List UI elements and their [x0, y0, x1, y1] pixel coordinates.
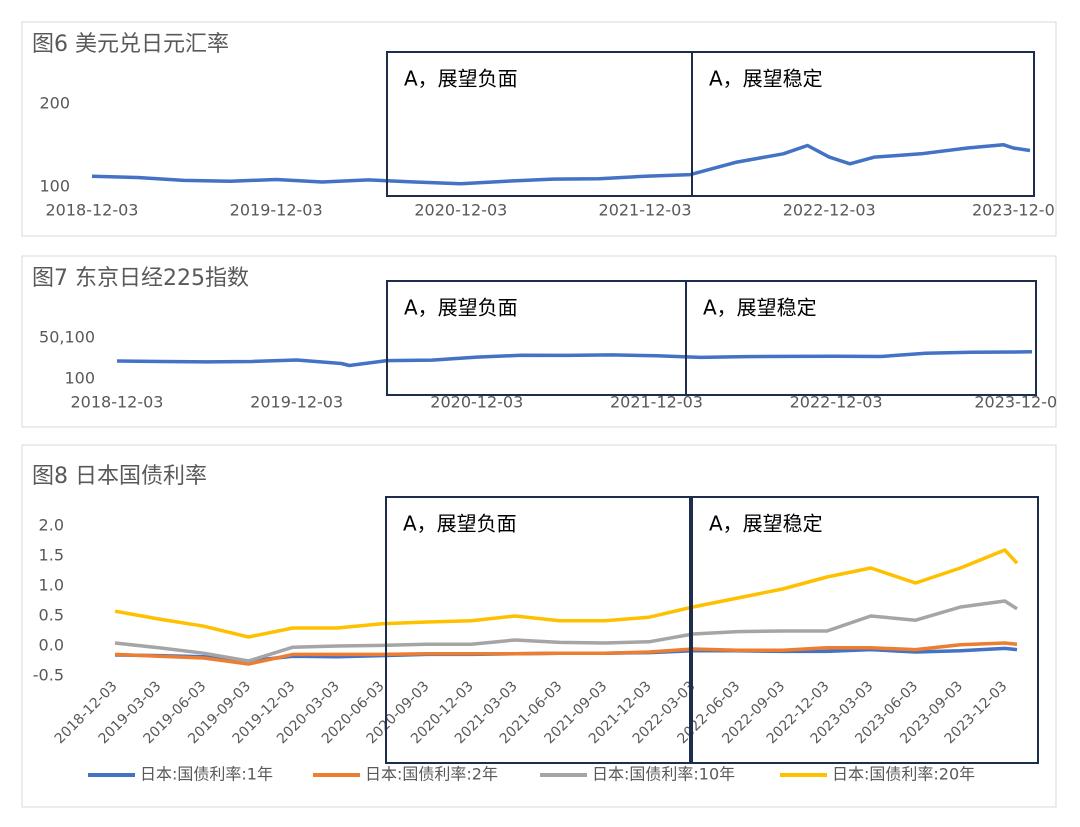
x-tick-label: 2019-12-03: [230, 201, 323, 220]
annotation: A，展望负面: [404, 296, 518, 320]
annotation-box: [685, 280, 1037, 396]
x-tick-label: 2020-12-03: [430, 393, 523, 412]
data-line: [114, 599, 1018, 663]
annotation: A，展望稳定: [709, 512, 823, 536]
y-tick-label: 200: [39, 94, 70, 113]
data-line: [114, 641, 1018, 666]
annotation-box: [691, 496, 1039, 764]
y-tick-label: 50,100: [39, 328, 95, 347]
panel: [21, 21, 1057, 237]
x-tick-label: 2023-12-0: [972, 201, 1055, 220]
x-tick-label: 2022-12-03: [783, 201, 876, 220]
x-tick-label: 2019-12-03: [250, 393, 343, 412]
annotation: A，展望稳定: [709, 67, 823, 91]
data-line: [116, 349, 1033, 368]
y-tick-label: 0.5: [39, 606, 64, 625]
y-tick-label: 2.0: [39, 516, 64, 535]
annotation-box: [385, 496, 691, 764]
panel: [21, 444, 1057, 808]
x-tick-label: 2021-12-03: [610, 393, 703, 412]
chart-title: 图8 日本国债利率: [32, 464, 207, 489]
data-line: [114, 548, 1019, 639]
chart-title: 图6 美元兑日元汇率: [32, 32, 229, 57]
x-tick-label: 2021-12-03: [599, 201, 692, 220]
legend-label: 日本:国债利率:10年: [592, 765, 735, 784]
data-line: [91, 142, 1031, 186]
legend-label: 日本:国债利率:1年: [140, 765, 273, 784]
chart-title: 图7 东京日经225指数: [32, 266, 249, 291]
y-tick-label: 0.0: [39, 636, 64, 655]
x-tick-label: 2018-12-03: [71, 393, 164, 412]
x-tick-label: 2018-12-03: [46, 201, 139, 220]
legend-label: 日本:国债利率:2年: [365, 765, 498, 784]
annotation: A，展望稳定: [703, 296, 817, 320]
legend-label: 日本:国债利率:20年: [832, 765, 975, 784]
y-tick-label: 1.5: [39, 546, 64, 565]
panel: [21, 255, 1057, 428]
annotation: A，展望负面: [403, 512, 517, 536]
x-tick-label: 2020-12-03: [414, 201, 507, 220]
x-tick-label: 2022-12-03: [790, 393, 883, 412]
x-tick-label: 2023-12-0: [974, 393, 1057, 412]
y-tick-label: 100: [39, 177, 70, 196]
annotation: A，展望负面: [404, 67, 518, 91]
y-tick-label: -0.5: [33, 666, 64, 685]
y-tick-label: 100: [64, 369, 95, 388]
annotation-box: [691, 51, 1035, 197]
y-tick-label: 1.0: [39, 576, 64, 595]
